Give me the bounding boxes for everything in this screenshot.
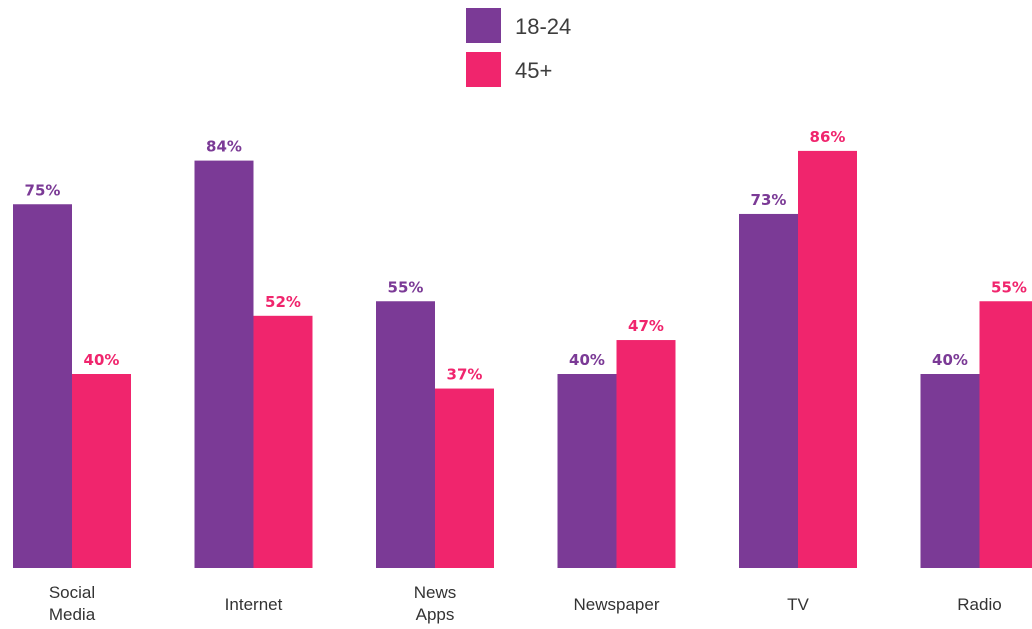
- category-label-tv: TV: [787, 595, 809, 614]
- bar-tv-45: [798, 150, 857, 568]
- legend-label-18-24: 18-24: [515, 14, 571, 39]
- legend-label-45-plus: 45+: [515, 58, 552, 83]
- value-label-internet-18-24: 84%: [206, 138, 242, 156]
- bar-newspaper-45: [616, 340, 676, 568]
- bar-tv-18-24: [739, 213, 798, 568]
- value-label-radio-45: 55%: [991, 278, 1027, 296]
- category-label-internet: Internet: [225, 595, 283, 614]
- bar-social-media-45: [72, 374, 131, 568]
- value-label-radio-18-24: 40%: [932, 351, 968, 369]
- value-label-social-media-18-24: 75%: [25, 181, 61, 199]
- value-label-social-media-45: 40%: [84, 351, 120, 369]
- category-label-news-apps: News Apps: [414, 583, 457, 624]
- plot-area: 75% 40% Social Media 84% 52% Internet 55% 37% New…: [13, 128, 1032, 624]
- category-label-newspaper: Newspaper: [574, 595, 660, 614]
- value-label-news-apps-45: 37%: [447, 366, 483, 384]
- value-label-news-apps-18-24: 55%: [388, 278, 424, 296]
- bar-internet-45: [253, 315, 313, 568]
- value-label-newspaper-45: 47%: [628, 317, 664, 335]
- bar-news-apps-45: [435, 388, 494, 568]
- category-label-social-media: Social Media: [49, 583, 96, 624]
- legend-swatch-18-24: [466, 8, 501, 43]
- category-label-radio: Radio: [957, 595, 1001, 614]
- value-label-newspaper-18-24: 40%: [569, 351, 605, 369]
- value-label-internet-45: 52%: [265, 293, 301, 311]
- bar-social-media-18-24: [13, 204, 72, 568]
- legend-swatch-45-plus: [466, 52, 501, 87]
- bar-newspaper-18-24: [557, 374, 617, 568]
- bar-news-apps-18-24: [376, 301, 435, 568]
- bar-radio-45: [979, 301, 1032, 568]
- bar-radio-18-24: [920, 374, 980, 568]
- value-label-tv-18-24: 73%: [751, 191, 787, 209]
- legend: 18-24 45+: [466, 8, 571, 87]
- value-label-tv-45: 86%: [810, 128, 846, 146]
- bar-internet-18-24: [194, 160, 254, 568]
